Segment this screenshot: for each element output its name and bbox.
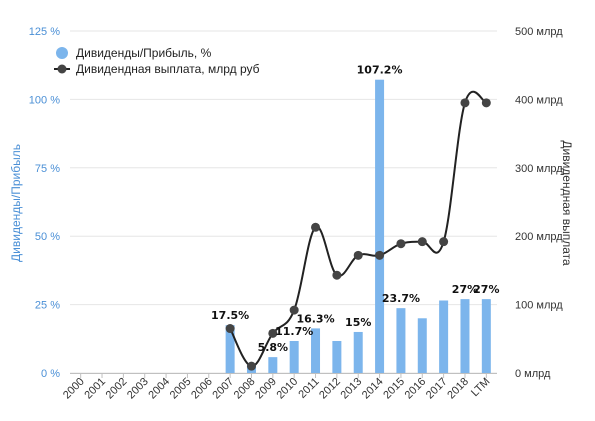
data-labels: 17.5% 5.8% 11.7%16.3% 15% 107.2% 23.7% 27%27% [211, 64, 499, 354]
legend: Дивиденды/Прибыль, % Дивидендная выплата… [54, 46, 260, 76]
bar [332, 340, 342, 373]
right-tick-label: 0 млрд [515, 368, 551, 380]
x-tick-label: LTM [469, 376, 492, 399]
line-point [396, 239, 406, 249]
line-point [439, 237, 449, 247]
line-point [417, 237, 427, 247]
right-tick-label: 200 млрд [515, 231, 563, 243]
bar [268, 357, 278, 373]
bar [460, 299, 470, 373]
x-tick-label: 2010 [274, 376, 300, 402]
line-point [481, 98, 491, 108]
right-axis-title: Дивидендная выплата [560, 140, 574, 266]
line-point [311, 222, 321, 232]
left-tick-label: 25 % [35, 300, 60, 312]
x-tick-label: 2001 [82, 376, 108, 402]
bar-data-label: 27% [452, 283, 478, 296]
legend-item-bars[interactable]: Дивиденды/Прибыль, % [56, 46, 212, 60]
x-tick-label: 2016 [403, 376, 429, 402]
left-tick-label: 75 % [35, 163, 60, 175]
bar-data-label: 15% [345, 316, 371, 329]
x-tick-label: 2012 [317, 376, 343, 402]
line-series [225, 90, 491, 371]
line-point [289, 305, 299, 315]
bar [396, 308, 406, 373]
x-tick-label: 2004 [146, 376, 172, 402]
bar [417, 318, 427, 373]
left-axis: 0 % 25 % 50 % 75 % 100 % 125 % [29, 26, 60, 380]
bar [439, 300, 449, 373]
left-tick-label: 100 % [29, 94, 60, 106]
bar-data-label: 23.7% [382, 292, 420, 305]
x-tick-label: 2014 [360, 376, 386, 402]
bar-data-label: 27% [473, 283, 499, 296]
legend-bar-marker [56, 47, 68, 59]
bar [375, 79, 385, 373]
bar [353, 331, 363, 373]
line-point [268, 328, 278, 338]
line-point [332, 270, 342, 280]
bar [225, 325, 235, 373]
x-tick-label: 2000 [61, 376, 87, 402]
x-tick-label: 2018 [445, 376, 471, 402]
bar-data-label: 16.3% [296, 312, 334, 325]
bar [311, 328, 321, 373]
right-tick-label: 500 млрд [515, 26, 563, 38]
line-point [353, 250, 363, 260]
x-tick-label: 2002 [104, 376, 130, 402]
x-tick-label: 2006 [189, 376, 215, 402]
bar-series [225, 79, 491, 373]
line-point [375, 250, 385, 260]
x-tick-label: 2005 [168, 376, 194, 402]
bar [481, 299, 491, 373]
x-tick-label: 2017 [424, 376, 450, 402]
right-tick-label: 300 млрд [515, 163, 563, 175]
x-tick-label: 2013 [339, 376, 365, 402]
left-tick-label: 50 % [35, 231, 60, 243]
right-tick-label: 400 млрд [515, 94, 563, 106]
bar-data-label: 107.2% [357, 64, 403, 77]
x-axis: 2000200120022003200420052006200720082009… [61, 373, 497, 401]
legend-bar-label: Дивиденды/Прибыль, % [76, 46, 212, 60]
left-axis-title: Дивиденды/Прибыль [9, 144, 23, 262]
left-tick-label: 0 % [41, 368, 60, 380]
bar-data-label: 5.8% [258, 341, 289, 354]
bar [289, 340, 299, 373]
legend-item-line[interactable]: Дивидендная выплата, млрд руб [54, 62, 260, 76]
line-point [246, 361, 256, 371]
grid-lines [70, 30, 497, 374]
line-point [225, 324, 235, 334]
x-tick-label: 2011 [296, 376, 321, 401]
x-tick-label: 2008 [232, 376, 258, 402]
x-tick-label: 2009 [253, 376, 279, 402]
x-tick-label: 2007 [210, 376, 236, 402]
right-axis: 0 млрд 100 млрд 200 млрд 300 млрд 400 млрд 50… [515, 26, 563, 380]
bar-data-label: 11.7% [275, 325, 313, 338]
x-tick-label: 2015 [381, 376, 407, 402]
line-point [460, 98, 470, 108]
x-tick-label: 2003 [125, 376, 151, 402]
bar-data-label: 17.5% [211, 309, 249, 322]
legend-line-marker [57, 64, 67, 74]
left-tick-label: 125 % [29, 26, 60, 38]
legend-line-label: Дивидендная выплата, млрд руб [76, 62, 260, 76]
right-tick-label: 100 млрд [515, 300, 563, 312]
